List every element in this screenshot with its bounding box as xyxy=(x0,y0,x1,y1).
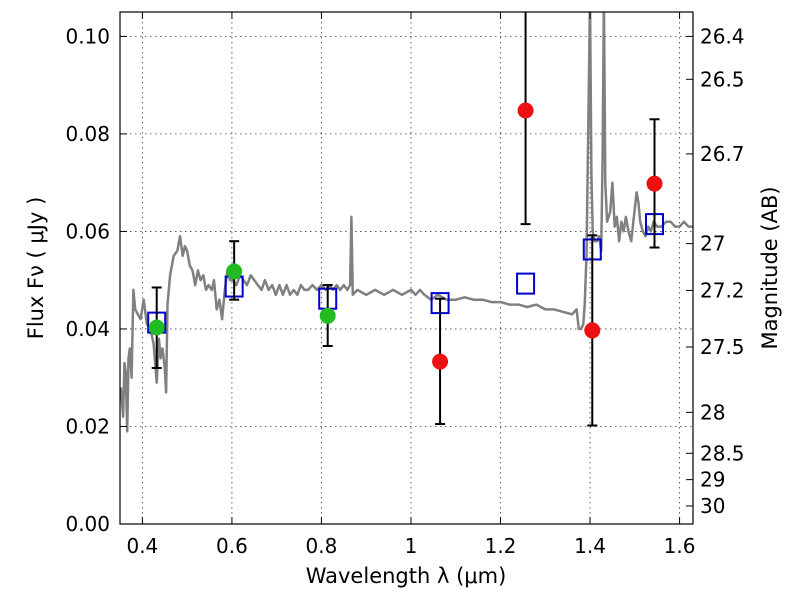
y-axis-label: Flux Fν ( μJy ) xyxy=(24,197,48,340)
y-tick-label: 0.08 xyxy=(65,122,110,146)
y-tick-label: 0.04 xyxy=(65,317,110,341)
magnitude-tick-label: 26.4 xyxy=(700,24,745,48)
errorbars xyxy=(151,12,660,427)
observed-flux-point xyxy=(226,263,243,280)
magnitude-axis-label: Magnitude (AB) xyxy=(758,186,782,349)
magnitude-tick-label: 28 xyxy=(700,400,725,424)
plot-area xyxy=(120,12,693,433)
x-axis-ticks: 0.4 0.6 0.8 1 1.2 1.4 1.6 xyxy=(126,12,695,558)
y-tick-label: 0.10 xyxy=(65,24,110,48)
observed-flux-point xyxy=(517,102,534,119)
magnitude-tick-label: 27 xyxy=(700,232,725,256)
observed-photometry-points xyxy=(148,102,663,370)
grid-lines xyxy=(120,12,693,524)
x-axis-label: Wavelength λ (μm) xyxy=(306,564,507,588)
x-tick-label: 1.4 xyxy=(574,534,606,558)
observed-flux-point xyxy=(432,353,449,370)
observed-flux-point xyxy=(584,322,601,339)
magnitude-tick-label: 27.5 xyxy=(700,335,745,359)
y-tick-label: 0.02 xyxy=(65,414,110,438)
plot-frame xyxy=(119,11,694,525)
magnitude-tick-label: 26.7 xyxy=(700,142,745,166)
observed-flux-point xyxy=(646,175,663,192)
y-tick-label: 0.06 xyxy=(65,219,110,243)
magnitude-tick-label: 30 xyxy=(700,494,725,518)
magnitude-tick-label: 28.5 xyxy=(700,441,745,465)
y-tick-label: 0.00 xyxy=(65,512,110,536)
magnitude-tick-label: 29 xyxy=(700,468,725,492)
observed-flux-point xyxy=(148,319,165,336)
magnitude-tick-label: 27.2 xyxy=(700,278,745,302)
x-tick-label: 1.6 xyxy=(664,534,696,558)
x-tick-label: 0.6 xyxy=(216,534,248,558)
model-flux-square xyxy=(516,272,536,295)
magnitude-tick-label: 26.5 xyxy=(700,67,745,91)
x-tick-label: 1 xyxy=(405,534,418,558)
y-axis-ticks: 0.00 0.02 0.04 0.06 0.08 0.10 xyxy=(65,24,127,536)
observed-flux-point xyxy=(319,307,336,324)
x-tick-label: 0.8 xyxy=(306,534,338,558)
x-tick-label: 1.2 xyxy=(485,534,517,558)
template-spectrum-line xyxy=(120,12,693,433)
x-tick-label: 0.4 xyxy=(126,534,158,558)
